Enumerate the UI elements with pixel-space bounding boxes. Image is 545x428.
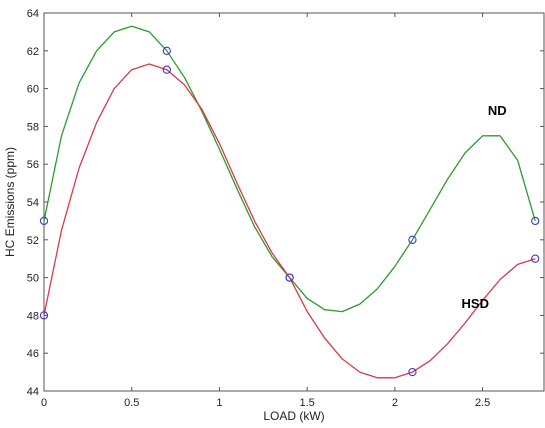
x-tick-label: 2 [392,397,398,409]
y-tick-label: 44 [27,386,39,398]
axis-ticks: 44 46 48 50 52 54 56 58 60 62 64 0 0.5 1 1.5 2 2.5 [27,8,544,409]
y-tick-label: 64 [27,8,39,20]
x-axis-title: LOAD (kW) [263,409,324,423]
y-tick-label: 60 [27,84,39,96]
data-point-hsd [285,273,294,282]
series-lines [43,25,536,379]
data-point-hsd [531,254,540,263]
plot-area [43,12,545,392]
y-tick-label: 48 [27,310,39,322]
data-point-nd [531,216,540,226]
data-point-nd [162,46,171,55]
series-markers [39,46,540,377]
y-tick-label: 46 [27,348,39,360]
series-annotations: ND HSD [462,103,507,311]
x-tick-label: 2.5 [475,397,490,409]
y-tick-label: 56 [27,159,39,171]
data-point-nd [408,235,417,244]
x-tick-label: 0 [41,397,47,409]
y-tick-label: 54 [27,197,39,209]
y-axis-title: HC Emissions (ppm) [3,147,17,257]
series-label-nd: ND [488,103,507,118]
y-tick-label: 62 [27,46,39,58]
x-tick-label: 0.5 [124,397,139,409]
data-point-hsd [39,311,49,320]
series-label-hsd: HSD [462,296,489,311]
x-tick-label: 1 [216,397,222,409]
data-point-hsd [408,367,417,377]
y-tick-label: 58 [27,121,39,133]
series-line-hsd [43,63,536,379]
x-tick-label: 1.5 [300,397,315,409]
data-point-hsd [162,65,171,74]
y-tick-label: 52 [27,235,39,247]
data-point-nd [39,216,49,226]
y-tick-label: 50 [27,273,39,285]
